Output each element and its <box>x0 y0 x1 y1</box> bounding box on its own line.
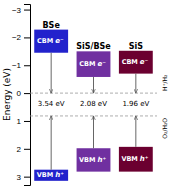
arrow <box>51 116 52 170</box>
category-label: SiS <box>129 42 144 51</box>
y-tick-mark <box>24 121 30 122</box>
y-axis-line <box>24 5 31 186</box>
reference-label: O₂/H₂O <box>161 118 168 139</box>
chart: −3−2−10123CBMe⁻CBMe⁻CBMe⁻VBMh⁺VBMh⁺VBMh⁺… <box>0 0 173 189</box>
gap-label: 1.96 eV <box>122 100 149 108</box>
arrow <box>93 116 94 148</box>
carrier-label: h⁺ <box>55 171 64 179</box>
carrier-label: e⁻ <box>55 37 64 45</box>
y-tick: −2 <box>12 33 30 42</box>
band-label: CBM <box>79 60 95 68</box>
y-tick-label: −1 <box>12 61 22 70</box>
plot: −3−2−10123CBMe⁻CBMe⁻CBMe⁻VBMh⁺VBMh⁺VBMh⁺… <box>12 5 168 186</box>
y-tick: −1 <box>12 61 30 70</box>
y-tick-mark <box>24 10 30 11</box>
band-bar <box>119 51 153 74</box>
band-label: VBM <box>79 156 95 164</box>
arrow <box>135 116 136 147</box>
carrier-label: e⁻ <box>140 58 149 66</box>
y-tick-label: 0 <box>17 89 22 98</box>
y-tick: −3 <box>12 6 30 15</box>
gap-label: 3.54 eV <box>38 100 65 108</box>
labels: CBMe⁻CBMe⁻CBMe⁻VBMh⁺VBMh⁺VBMh⁺BSeSiS/BSe… <box>37 21 168 180</box>
marks <box>30 30 157 181</box>
y-tick: 3 <box>17 173 30 182</box>
y-tick-mark <box>24 65 30 66</box>
reference-label: H⁺/H₂ <box>161 74 168 91</box>
y-tick-label: 3 <box>17 173 22 182</box>
y-tick-mark <box>24 149 30 150</box>
category-label: BSe <box>43 21 61 30</box>
y-tick: 0 <box>17 89 30 98</box>
band-label: VBM <box>37 171 53 179</box>
y-tick-mark <box>24 37 30 38</box>
y-tick-mark <box>24 93 30 94</box>
y-tick-label: −2 <box>12 33 22 42</box>
carrier-label: h⁺ <box>140 155 149 163</box>
y-tick-label: 1 <box>17 117 22 126</box>
y-tick-label: −3 <box>12 6 22 15</box>
y-tick: 2 <box>17 145 30 154</box>
carrier-label: h⁺ <box>98 156 107 164</box>
band-bar <box>77 148 111 171</box>
y-tick-mark <box>24 177 30 178</box>
y-tick-label: 2 <box>17 145 22 154</box>
band-bar <box>119 147 153 172</box>
band-label: CBM <box>122 58 138 66</box>
band-bar <box>34 170 68 181</box>
y-axis-title: Energy (eV) <box>2 68 12 121</box>
band-label: CBM <box>37 37 53 45</box>
chart-container: −3−2−10123CBMe⁻CBMe⁻CBMe⁻VBMh⁺VBMh⁺VBMh⁺… <box>0 0 173 189</box>
arrow <box>93 77 94 93</box>
category-label: SiS/BSe <box>76 42 111 51</box>
band-bar <box>34 30 68 53</box>
carrier-label: e⁻ <box>98 60 107 68</box>
arrow <box>135 74 136 93</box>
y-axis: −3 −2 −1 0 1 2 3 <box>12 5 31 186</box>
gap-label: 2.08 eV <box>80 100 107 108</box>
band-bar <box>77 51 111 77</box>
arrow <box>51 53 52 93</box>
band-label: VBM <box>121 155 137 163</box>
y-tick: 1 <box>17 117 30 126</box>
